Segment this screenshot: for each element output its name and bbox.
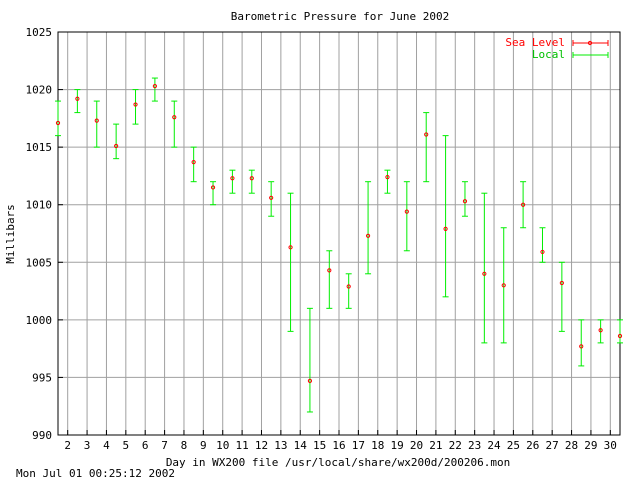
y-tick-label: 1025 [26, 26, 53, 39]
sea-level-point [540, 249, 545, 255]
sea-level-point [462, 199, 468, 204]
sea-level-point [559, 280, 564, 286]
sea-level-point [443, 226, 448, 231]
sea-level-point [269, 195, 274, 200]
y-tick-label: 995 [32, 371, 52, 384]
x-tick-label: 23 [468, 439, 481, 452]
x-tick-label: 18 [371, 439, 384, 452]
x-tick-label: 12 [255, 439, 268, 452]
x-tick-label: 27 [546, 439, 559, 452]
y-axis-label: Millibars [4, 204, 17, 264]
sea-level-point [521, 202, 526, 207]
x-tick-label: 6 [142, 439, 149, 452]
y-axis: 990 995 1000 1005 1010 1015 1020 1025 [26, 26, 63, 442]
y-tick-label: 1020 [26, 84, 53, 97]
sea-level-point [404, 209, 409, 214]
x-tick-label: 30 [604, 439, 617, 452]
sea-level-point [617, 333, 623, 339]
x-tick-label: 24 [487, 439, 501, 452]
sea-level-point [75, 96, 80, 101]
x-tick-label: 16 [332, 439, 345, 452]
grid [58, 32, 620, 435]
x-tick-label: 19 [391, 439, 404, 452]
sea-level-point [172, 115, 177, 120]
x-tick-label: 17 [352, 439, 365, 452]
x-axis-label: Day in WX200 file /usr/local/share/wx200… [166, 456, 510, 469]
x-tick-label: 7 [161, 439, 168, 452]
x-tick-label: 29 [584, 439, 597, 452]
x-tick-label: 21 [429, 439, 442, 452]
x-tick-label: 15 [313, 439, 326, 452]
sea-level-point [288, 245, 293, 250]
data-marks [55, 77, 623, 413]
x-axis: 2 3 4 5 6 7 8 9 10 11 12 13 14 15 16 17 18 19 20 21 22 23 24 25… [64, 430, 617, 452]
sea-level-point [501, 283, 506, 288]
sea-level-point [133, 102, 138, 107]
sea-level-point [385, 174, 390, 180]
sea-level-point [482, 271, 487, 276]
x-tick-label: 28 [565, 439, 578, 452]
chart-title: Barometric Pressure for June 2002 [231, 10, 450, 23]
legend: Sea Level Local [505, 36, 609, 61]
x-tick-label: 22 [449, 439, 462, 452]
x-tick-label: 8 [181, 439, 188, 452]
sea-level-point [152, 84, 157, 89]
sea-level-point [579, 344, 584, 349]
timestamp-footer: Mon Jul 01 00:25:12 2002 [16, 467, 175, 480]
x-tick-label: 25 [507, 439, 520, 452]
legend-label-sea-level: Sea Level [505, 36, 565, 49]
sea-level-point [424, 132, 429, 137]
x-tick-label: 5 [123, 439, 130, 452]
legend-swatch-sea-level-point [587, 40, 593, 46]
sea-level-point [114, 143, 119, 149]
sea-level-point [249, 176, 254, 181]
sea-level-point [598, 328, 603, 333]
sea-level-point [210, 185, 216, 190]
sea-level-point [307, 378, 313, 383]
x-tick-label: 10 [216, 439, 229, 452]
sea-level-point [191, 160, 196, 165]
y-tick-label: 990 [32, 429, 52, 442]
y-tick-label: 1000 [26, 314, 53, 327]
y-tick-label: 1015 [26, 141, 53, 154]
x-tick-label: 11 [235, 439, 248, 452]
y-tick-label: 1005 [26, 256, 53, 269]
x-tick-label: 4 [103, 439, 110, 452]
y-tick-label: 1010 [26, 199, 53, 212]
sea-level-point [55, 120, 61, 126]
sea-level-point [346, 284, 351, 289]
x-tick-label: 14 [294, 439, 308, 452]
x-tick-label: 20 [410, 439, 423, 452]
sea-level-point [365, 233, 371, 238]
x-tick-label: 2 [64, 439, 71, 452]
sea-level-point [94, 118, 99, 123]
legend-label-local: Local [532, 48, 565, 61]
x-tick-label: 3 [84, 439, 91, 452]
x-tick-label: 13 [274, 439, 287, 452]
sea-level-point [230, 176, 235, 181]
sea-level-point [327, 268, 332, 273]
x-tick-label: 9 [200, 439, 207, 452]
x-tick-label: 26 [526, 439, 539, 452]
